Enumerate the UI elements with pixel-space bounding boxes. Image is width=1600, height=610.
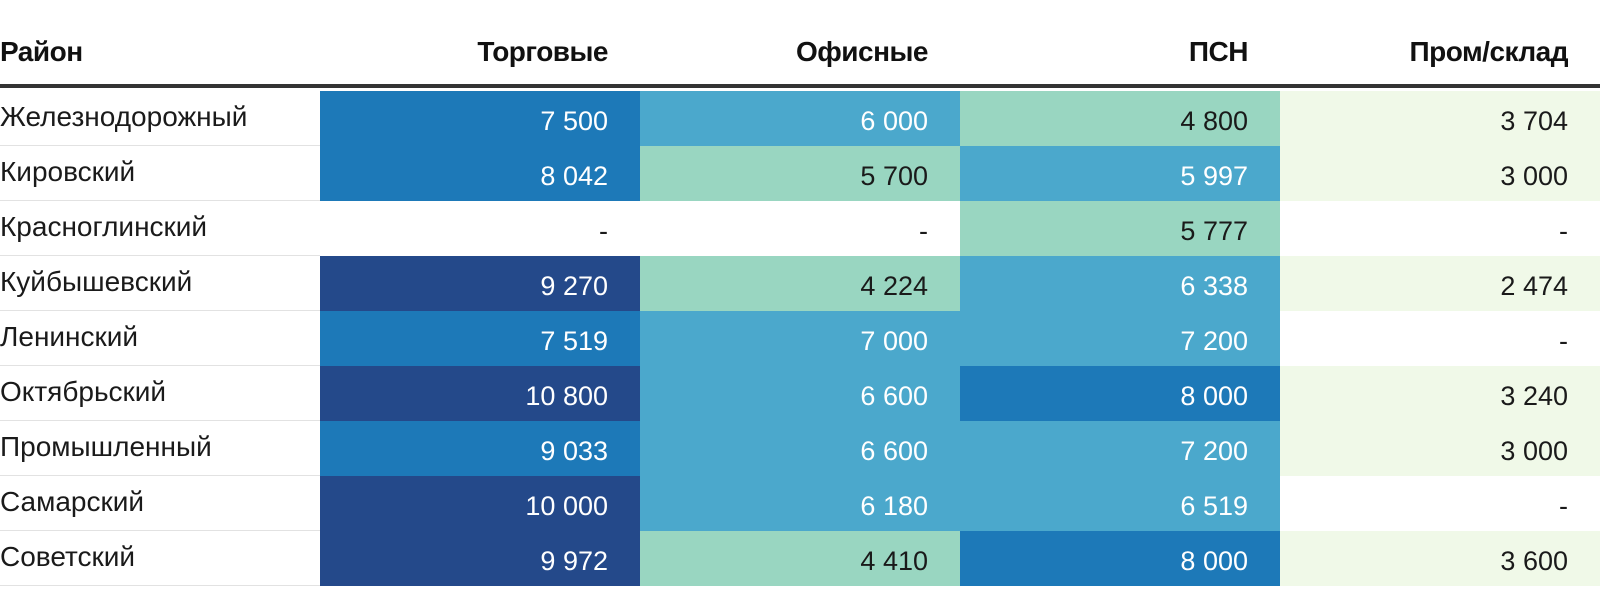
cell-psn: 8 000 xyxy=(960,531,1280,586)
cell-office: 7 000 xyxy=(640,311,960,366)
cell-industrial: 3 000 xyxy=(1280,421,1600,476)
row-label-district: Красноглинский xyxy=(0,211,208,242)
cell-retail: 7 500 xyxy=(320,91,640,146)
cell-retail: 9 270 xyxy=(320,256,640,311)
row-label-district: Промышленный xyxy=(0,431,212,462)
cell-retail: 9 972 xyxy=(320,531,640,586)
column-header-office: Офисные xyxy=(796,36,928,67)
table-row: Куйбышевский 9 270 4 224 6 338 2 474 xyxy=(0,256,1600,311)
table-row: Промышленный 9 033 6 600 7 200 3 000 xyxy=(0,421,1600,476)
cell-psn: 8 000 xyxy=(960,366,1280,421)
table-row: Кировский 8 042 5 700 5 997 3 000 xyxy=(0,146,1600,201)
cell-industrial: 3 600 xyxy=(1280,531,1600,586)
cell-retail: 7 519 xyxy=(320,311,640,366)
row-label-district: Октябрьский xyxy=(0,376,167,407)
cell-office: 4 224 xyxy=(640,256,960,311)
row-label-district: Советский xyxy=(0,541,136,572)
cell-office: 4 410 xyxy=(640,531,960,586)
cell-psn: 6 338 xyxy=(960,256,1280,311)
table-row: Железнодорожный 7 500 6 000 4 800 3 704 xyxy=(0,91,1600,146)
table-header: Район Торговые Офисные ПСН Пром/склад xyxy=(0,0,1600,88)
cell-retail: 8 042 xyxy=(320,146,640,201)
table-row: Красноглинский - -5 777- xyxy=(0,201,1600,256)
cell-psn: 5 997 xyxy=(960,146,1280,201)
cell-office: 6 600 xyxy=(640,421,960,476)
row-label-district: Кировский xyxy=(0,156,136,187)
row-label-district: Ленинский xyxy=(0,321,139,352)
column-header-industrial: Пром/склад xyxy=(1409,36,1568,67)
cell-psn: 7 200 xyxy=(960,311,1280,366)
cell-office: 6 000 xyxy=(640,91,960,146)
table-row: Октябрьский 10 800 6 600 8 000 3 240 xyxy=(0,366,1600,421)
cell-industrial: 3 000 xyxy=(1280,146,1600,201)
row-label-district: Куйбышевский xyxy=(0,266,193,297)
cell-industrial: - xyxy=(1280,476,1600,531)
cell-retail: 10 800 xyxy=(320,366,640,421)
cell-industrial: 3 704 xyxy=(1280,91,1600,146)
cell-industrial: - xyxy=(1280,311,1600,366)
cell-industrial: - xyxy=(1280,201,1600,256)
cell-office: - xyxy=(640,201,960,256)
column-header-psn: ПСН xyxy=(1188,36,1249,67)
cell-industrial: 2 474 xyxy=(1280,256,1600,311)
cell-psn: 6 519 xyxy=(960,476,1280,531)
cell-office: 6 180 xyxy=(640,476,960,531)
row-label-district: Самарский xyxy=(0,486,145,517)
table-row: Ленинский 7 519 7 000 7 200- xyxy=(0,311,1600,366)
cell-industrial: 3 240 xyxy=(1280,366,1600,421)
cell-retail: 10 000 xyxy=(320,476,640,531)
table-row: Советский 9 972 4 410 8 000 3 600 xyxy=(0,531,1600,586)
column-header-district: Район xyxy=(0,36,83,67)
cell-office: 5 700 xyxy=(640,146,960,201)
table-row: Самарский 10 000 6 180 6 519- xyxy=(0,476,1600,531)
cell-psn: 4 800 xyxy=(960,91,1280,146)
row-label-district: Железнодорожный xyxy=(0,101,248,132)
cell-psn: 7 200 xyxy=(960,421,1280,476)
cell-office: 6 600 xyxy=(640,366,960,421)
cell-retail: - xyxy=(320,201,640,256)
cell-psn: 5 777 xyxy=(960,201,1280,256)
cell-retail: 9 033 xyxy=(320,421,640,476)
column-header-retail: Торговые xyxy=(477,36,608,67)
